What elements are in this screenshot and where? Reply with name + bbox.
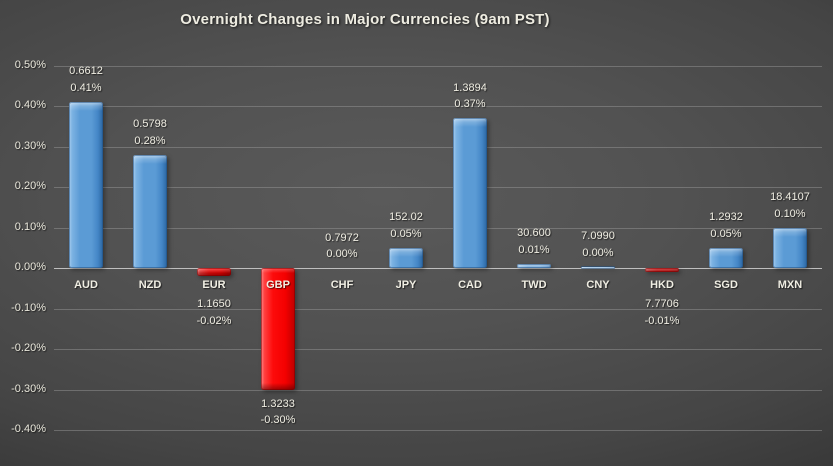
gridline xyxy=(54,227,822,229)
change-value: 0.41% xyxy=(70,81,102,94)
change-value: 0.00% xyxy=(326,248,358,260)
data-label-GBP: 1.3233 -0.30% xyxy=(233,396,323,429)
x-tick-label-HKD: HKD xyxy=(650,279,674,291)
data-label-AUD: 0.6612 0.41% xyxy=(41,63,131,96)
rate-value: 7.0990 xyxy=(581,230,615,243)
x-tick-label-JPY: JPY xyxy=(395,279,417,291)
x-tick-label-CHF: CHF xyxy=(330,279,354,291)
change-value: 0.10% xyxy=(774,207,806,220)
data-label-NZD: 0.5798 0.28% xyxy=(105,116,195,149)
data-label-HKD: 7.7706 -0.01% xyxy=(617,296,707,329)
gridline xyxy=(54,187,822,188)
change-value: -0.02% xyxy=(196,314,232,327)
gridline xyxy=(54,389,822,391)
data-label-CAD: 1.3894 0.37% xyxy=(425,80,515,113)
rate-value: 18.4107 xyxy=(770,191,810,203)
data-label-SGD: 1.2932 0.05% xyxy=(681,209,771,242)
x-tick-label-CAD: CAD xyxy=(458,279,482,291)
change-value: 0.37% xyxy=(454,98,486,111)
bar-NZD[interactable] xyxy=(133,154,167,268)
data-label-CHF: 0.7972 0.00% xyxy=(297,230,387,263)
change-value: 0.05% xyxy=(710,227,742,240)
rate-value: 1.3894 xyxy=(453,81,487,94)
bar-TWD[interactable] xyxy=(517,263,551,268)
bar-HKD[interactable] xyxy=(645,268,679,273)
data-label-CNY: 7.0990 0.00% xyxy=(553,228,643,261)
bar-CNY[interactable] xyxy=(581,266,615,268)
y-tick-label: 0.00% xyxy=(14,261,46,273)
y-tick-label: -0.20% xyxy=(11,342,46,354)
rate-value: 0.5798 xyxy=(133,118,167,131)
gridline xyxy=(54,65,822,67)
bar-AUD[interactable] xyxy=(69,101,103,268)
rate-value: 1.3233 xyxy=(261,397,295,410)
gridline xyxy=(54,349,822,350)
change-value: -0.30% xyxy=(260,414,296,426)
x-tick-label-TWD: TWD xyxy=(521,279,547,291)
data-label-EUR: 1.1650 -0.02% xyxy=(169,296,259,329)
y-tick-label: 0.40% xyxy=(14,99,46,111)
y-tick-label: 0.20% xyxy=(14,180,46,192)
change-value: 0.00% xyxy=(582,246,614,259)
x-tick-label-GBP: GBP xyxy=(266,279,290,291)
rate-value: 0.7972 xyxy=(325,231,359,244)
rate-value: 30.600 xyxy=(517,227,551,240)
change-value: 0.28% xyxy=(134,134,166,147)
chart-title: Overnight Changes in Major Currencies (9… xyxy=(180,11,550,28)
rate-value: 1.1650 xyxy=(197,298,231,310)
bar-EUR[interactable] xyxy=(197,268,231,277)
rate-value: 0.6612 xyxy=(69,65,103,78)
y-tick-label: -0.10% xyxy=(11,301,46,314)
rate-value: 152.02 xyxy=(389,211,423,224)
x-tick-label-AUD: AUD xyxy=(74,279,98,291)
bar-MXN[interactable] xyxy=(773,227,807,268)
gridline xyxy=(54,106,822,107)
change-value: 0.01% xyxy=(518,243,550,256)
bar-CAD[interactable] xyxy=(453,118,487,268)
bar-JPY[interactable] xyxy=(389,247,423,268)
x-tick-label-CNY: CNY xyxy=(586,279,610,291)
y-tick-label: 0.10% xyxy=(14,220,46,233)
x-tick-label-MXN: MXN xyxy=(777,279,803,291)
change-value: 0.05% xyxy=(390,227,422,240)
data-label-MXN: 18.4107 0.10% xyxy=(745,189,833,222)
y-tick-label: 0.30% xyxy=(14,139,46,152)
rate-value: 1.2932 xyxy=(709,211,743,224)
x-tick-label-NZD: NZD xyxy=(138,279,162,291)
gridline xyxy=(54,308,822,310)
gridline xyxy=(54,146,822,148)
x-tick-label-EUR: EUR xyxy=(202,279,226,291)
zero-gridline xyxy=(54,268,822,269)
data-label-TWD: 30.600 0.01% xyxy=(489,225,579,258)
bar-SGD[interactable] xyxy=(709,247,743,268)
x-tick-label-SGD: SGD xyxy=(714,279,738,291)
bar-GBP[interactable] xyxy=(261,268,295,390)
rate-value: 7.7706 xyxy=(645,298,679,310)
gridline xyxy=(54,430,822,431)
y-tick-label: -0.30% xyxy=(11,382,46,395)
y-tick-label: -0.40% xyxy=(11,423,46,435)
y-tick-label: 0.50% xyxy=(14,58,46,71)
change-value: -0.01% xyxy=(644,314,680,327)
data-label-JPY: 152.02 0.05% xyxy=(361,209,451,242)
